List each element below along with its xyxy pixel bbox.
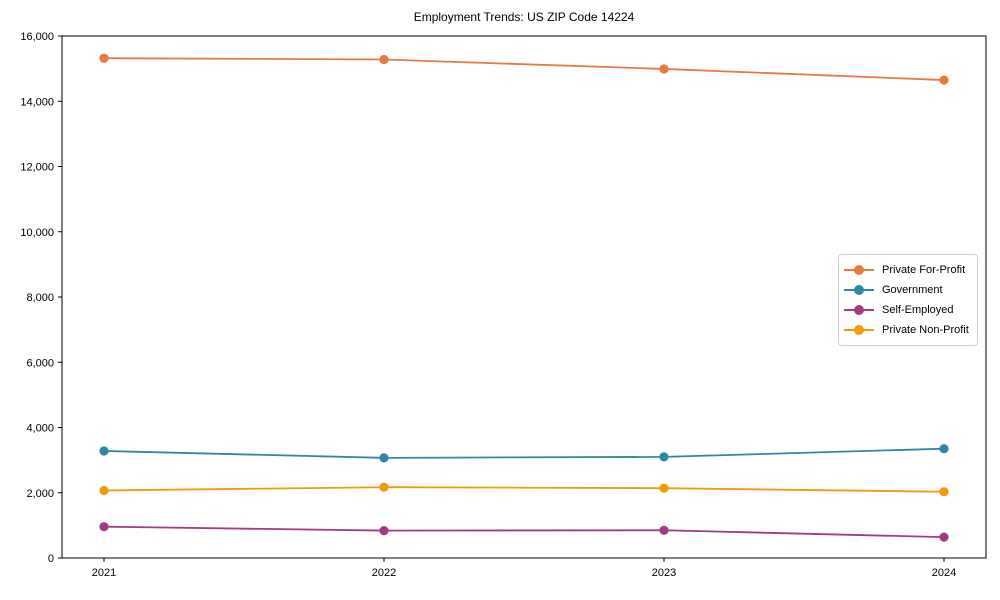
- data-point-self-employed-2021: [99, 522, 109, 532]
- y-axis-tick-label: 14,000: [20, 96, 54, 108]
- data-point-private-for-profit-2024: [939, 75, 949, 85]
- y-axis-tick-label: 16,000: [20, 31, 54, 43]
- legend: Private For-Profit Government Self-Emplo…: [838, 254, 978, 346]
- y-axis-tick-label: 6,000: [26, 357, 54, 369]
- legend-item-government: Government: [844, 280, 969, 300]
- data-point-government-2023: [659, 452, 669, 462]
- line-marker-icon: [844, 305, 874, 315]
- data-point-government-2022: [379, 453, 389, 463]
- chart-title: Employment Trends: US ZIP Code 14224: [413, 10, 635, 24]
- legend-item-self-employed: Self-Employed: [844, 300, 969, 320]
- y-axis-tick-label: 0: [48, 553, 54, 565]
- x-axis-tick-label: 2022: [372, 567, 396, 579]
- y-axis-tick-label: 12,000: [20, 162, 54, 174]
- line-marker-icon: [844, 285, 874, 295]
- data-point-private-non-profit-2022: [379, 482, 389, 492]
- data-point-self-employed-2022: [379, 525, 389, 536]
- data-point-private-non-profit-2024: [939, 487, 949, 497]
- legend-item-private-for-profit: Private For-Profit: [844, 260, 969, 280]
- series-line-government: [103, 447, 945, 459]
- x-axis-tick-label: 2024: [932, 567, 956, 579]
- line-marker-icon: [844, 265, 874, 275]
- legend-label: Private For-Profit: [882, 264, 966, 276]
- data-point-self-employed-2024: [939, 532, 949, 542]
- data-point-private-non-profit-2023: [659, 483, 669, 493]
- y-axis-tick-label: 8,000: [26, 292, 54, 304]
- data-point-private-for-profit-2023: [659, 64, 669, 74]
- legend-label: Government: [882, 284, 943, 296]
- data-point-private-non-profit-2021: [99, 485, 109, 496]
- y-axis-tick-label: 2,000: [26, 488, 54, 500]
- series-line-self-employed: [103, 525, 945, 539]
- legend-label: Self-Employed: [882, 304, 954, 316]
- x-axis-tick-label: 2021: [92, 567, 116, 579]
- data-point-government-2021: [99, 446, 109, 456]
- x-axis-tick-label: 2023: [652, 567, 676, 579]
- data-point-private-for-profit-2022: [379, 54, 389, 65]
- data-point-private-for-profit-2021: [99, 53, 109, 63]
- data-point-government-2024: [939, 444, 949, 454]
- series-line-private-for-profit: [103, 57, 945, 81]
- data-point-self-employed-2023: [659, 525, 669, 535]
- y-axis-tick-label: 4,000: [26, 423, 54, 435]
- line-marker-icon: [844, 325, 874, 335]
- series-line-private-non-profit: [103, 486, 945, 493]
- legend-label: Private Non-Profit: [882, 324, 969, 336]
- legend-item-private-non-profit: Private Non-Profit: [844, 320, 969, 340]
- y-axis-tick-label: 10,000: [20, 227, 54, 239]
